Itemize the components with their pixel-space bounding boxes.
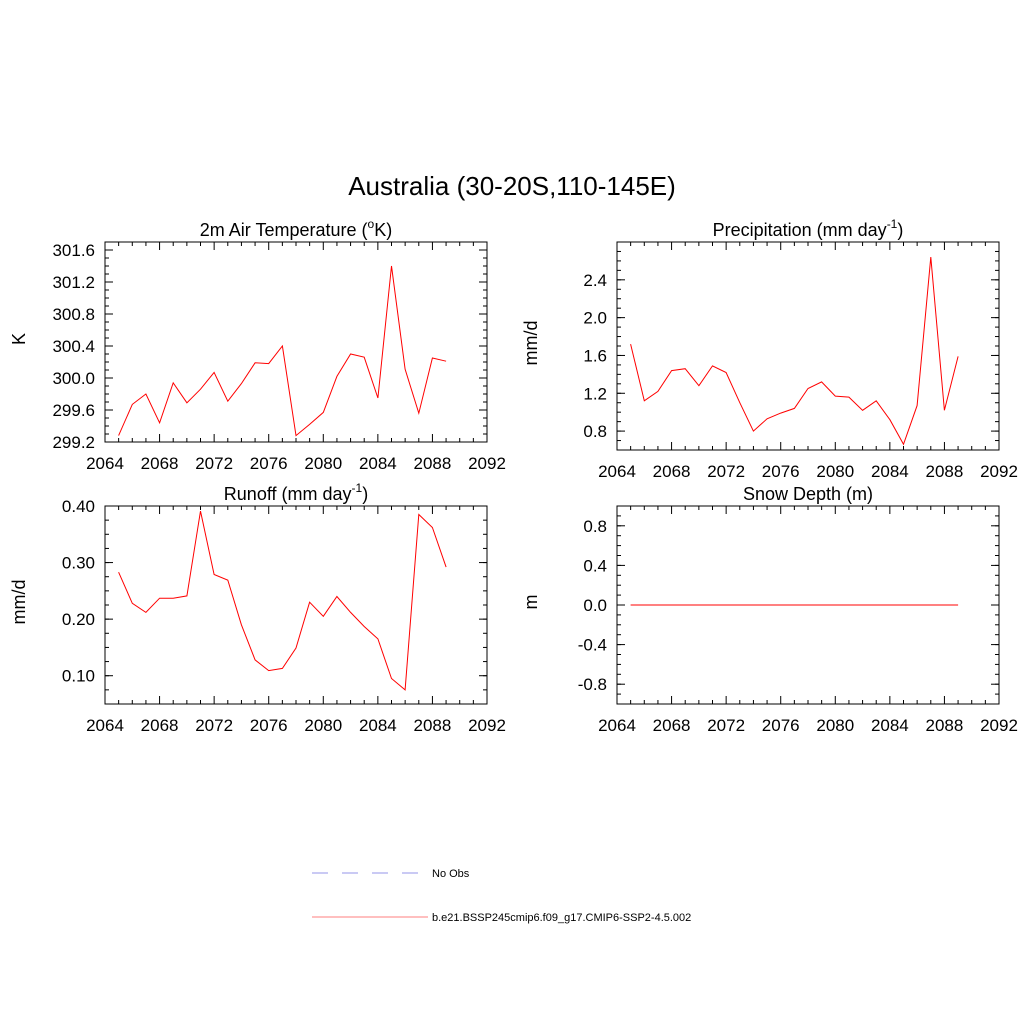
y-tick-label: 300.8	[52, 305, 95, 324]
x-tick-label: 2076	[762, 716, 800, 735]
x-tick-label: 2084	[871, 462, 909, 481]
x-tick-label: 2084	[871, 716, 909, 735]
y-tick-label: 0.40	[62, 497, 95, 516]
x-tick-label: 2076	[250, 716, 288, 735]
y-tick-label: 0.0	[583, 596, 607, 615]
y-tick-label: 0.4	[583, 556, 607, 575]
x-tick-label: 2080	[816, 716, 854, 735]
x-tick-label: 2076	[250, 454, 288, 473]
x-tick-label: 2064	[86, 716, 124, 735]
x-tick-label: 2064	[86, 454, 124, 473]
y-tick-label: 0.8	[583, 517, 607, 536]
panel-title: Runoff (mm day-1)	[224, 481, 368, 504]
x-tick-label: 2076	[762, 462, 800, 481]
y-tick-label: 2.0	[583, 309, 607, 328]
y-tick-label: -0.8	[578, 675, 607, 694]
x-tick-label: 2092	[468, 716, 506, 735]
x-tick-label: 2088	[414, 716, 452, 735]
series-line	[118, 265, 447, 437]
y-tick-label: -0.4	[578, 636, 607, 655]
y-tick-label: 2.4	[583, 271, 607, 290]
panel-2: Precipitation (mm day-1) mm/d 2064 2068 2072…	[521, 217, 1018, 481]
x-tick-label: 2092	[468, 454, 506, 473]
legend-label-1: No Obs	[432, 868, 470, 880]
x-tick-label: 2092	[980, 462, 1018, 481]
x-tick-label: 2072	[195, 716, 233, 735]
x-tick-label: 2088	[414, 454, 452, 473]
panel-title: Precipitation (mm day-1)	[713, 217, 904, 240]
figure-title: Australia (30-20S,110-145E)	[348, 171, 676, 201]
x-tick-label: 2068	[141, 716, 179, 735]
panels: 2m Air Temperature (oK) K 2064 2068 2072 2076…	[9, 217, 1018, 735]
x-tick-label: 2084	[359, 716, 397, 735]
x-tick-label: 2080	[304, 454, 342, 473]
y-tick-label: 301.2	[52, 273, 95, 292]
y-tick-label: 1.2	[583, 384, 607, 403]
y-tick-label: 0.8	[583, 422, 607, 441]
x-tick-label: 2068	[653, 716, 691, 735]
y-tick-label: 299.2	[52, 433, 95, 452]
panel-title: 2m Air Temperature (oK)	[200, 217, 392, 240]
y-tick-label: 300.0	[52, 369, 95, 388]
y-tick-label: 299.6	[52, 401, 95, 420]
plot-frame	[616, 241, 1000, 451]
y-axis-label: mm/d	[521, 321, 541, 366]
y-tick-label: 301.6	[52, 241, 95, 260]
y-tick-label: 300.4	[52, 337, 95, 356]
x-tick-label: 2064	[598, 462, 636, 481]
legend-label-2: b.e21.BSSP245cmip6.f09_g17.CMIP6-SSP2-4.…	[432, 912, 691, 924]
y-tick-label: 0.10	[62, 667, 95, 686]
panel-4: Snow Depth (m) m 2064 2068 2072 2076 2080 2084 2…	[521, 484, 1018, 735]
legend: No Obs b.e21.BSSP245cmip6.f09_g17.CMIP6-S…	[312, 868, 691, 924]
y-axis-label: K	[9, 333, 29, 345]
panel-3: Runoff (mm day-1) mm/d 2064 2068 2072 2076 208…	[9, 481, 506, 735]
plot-frame	[104, 241, 488, 443]
x-tick-label: 2072	[195, 454, 233, 473]
x-tick-label: 2072	[707, 462, 745, 481]
series-line	[118, 510, 447, 691]
y-tick-label: 1.6	[583, 346, 607, 365]
x-tick-label: 2072	[707, 716, 745, 735]
x-tick-label: 2084	[359, 454, 397, 473]
x-tick-label: 2092	[980, 716, 1018, 735]
x-tick-label: 2080	[304, 716, 342, 735]
x-tick-label: 2064	[598, 716, 636, 735]
x-tick-label: 2068	[141, 454, 179, 473]
panel-title: Snow Depth (m)	[743, 484, 873, 504]
x-tick-label: 2088	[926, 462, 964, 481]
panel-1: 2m Air Temperature (oK) K 2064 2068 2072 2076…	[9, 217, 506, 473]
x-tick-label: 2088	[926, 716, 964, 735]
y-tick-label: 0.30	[62, 554, 95, 573]
y-axis-label: m	[521, 595, 541, 610]
x-tick-label: 2068	[653, 462, 691, 481]
plot-frame	[104, 505, 488, 705]
y-tick-label: 0.20	[62, 610, 95, 629]
series-line	[630, 257, 959, 446]
x-tick-label: 2080	[816, 462, 854, 481]
y-axis-label: mm/d	[9, 580, 29, 625]
